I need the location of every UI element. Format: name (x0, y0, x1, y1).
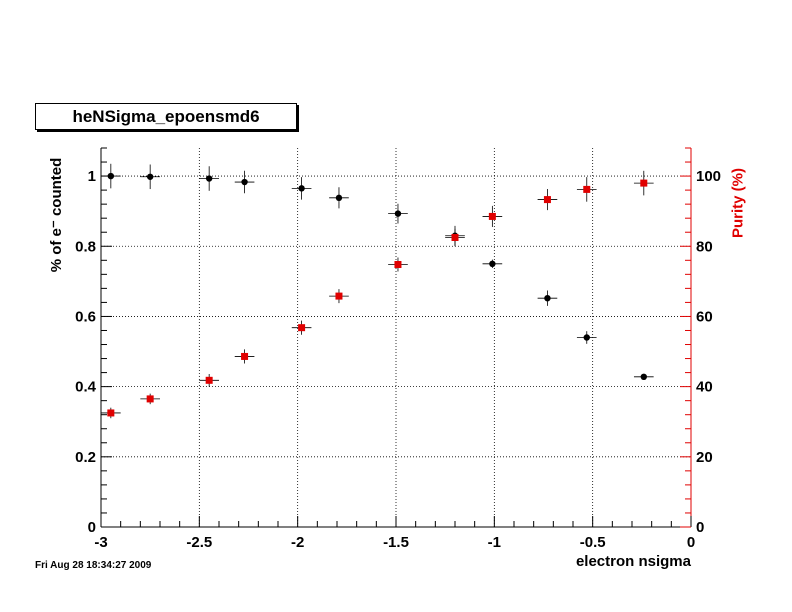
chart-title: heNSigma_epoensmd6 (35, 103, 297, 130)
y-left-tick-label: 0.2 (75, 449, 96, 466)
x-tick-label: -1 (488, 534, 501, 551)
data-point-efficiency (241, 178, 248, 186)
y-left-tick-label: 0.6 (75, 308, 96, 325)
data-point-purity (583, 185, 591, 193)
x-tick-label: -2.5 (186, 534, 212, 551)
data-point-purity (241, 352, 249, 360)
data-point-purity (335, 292, 343, 300)
data-point-efficiency (298, 185, 305, 192)
timestamp: Fri Aug 28 18:34:27 2009 (35, 560, 152, 571)
y-left-tick-label: 0.8 (75, 238, 96, 255)
data-point-efficiency (205, 175, 213, 182)
data-point-efficiency (146, 173, 154, 180)
data-point-efficiency (394, 210, 402, 217)
data-point-purity (451, 233, 459, 241)
data-point-purity (205, 376, 213, 384)
y-right-tick-label: 20 (696, 449, 713, 466)
data-point-efficiency (335, 194, 343, 202)
x-tick-label: -2 (291, 534, 304, 551)
data-point-efficiency (583, 334, 590, 341)
y-right-tick-label: 0 (696, 519, 704, 536)
y-right-tick-label: 80 (696, 238, 713, 255)
x-axis-label: electron nsigma (575, 553, 691, 570)
data-point-efficiency (640, 373, 647, 381)
x-tick-label: -1.5 (383, 534, 409, 551)
y-right-tick-label: 60 (696, 308, 713, 325)
data-point-purity (640, 179, 648, 187)
data-point-efficiency (107, 172, 115, 180)
data-point-efficiency (544, 294, 551, 302)
data-point-purity (146, 395, 154, 403)
x-tick-label: -0.5 (580, 534, 606, 551)
data-point-purity (488, 212, 496, 220)
x-tick-label: 0 (687, 534, 695, 551)
data-point-purity (543, 196, 551, 204)
y-right-tick-label: 100 (696, 168, 721, 185)
data-point-purity (107, 409, 115, 417)
x-tick-label: -3 (94, 534, 107, 551)
y-right-tick-label: 40 (696, 379, 713, 396)
y-left-tick-label: 1 (88, 168, 96, 185)
y-left-tick-label: 0 (88, 519, 96, 536)
data-point-purity (394, 261, 402, 269)
data-point-purity (298, 324, 306, 332)
y-left-tick-label: 0.4 (75, 379, 97, 396)
y-axis-left-label: % of e⁻ counted (48, 157, 65, 273)
data-point-efficiency (489, 260, 496, 268)
y-axis-right-label: Purity (%) (729, 167, 747, 239)
